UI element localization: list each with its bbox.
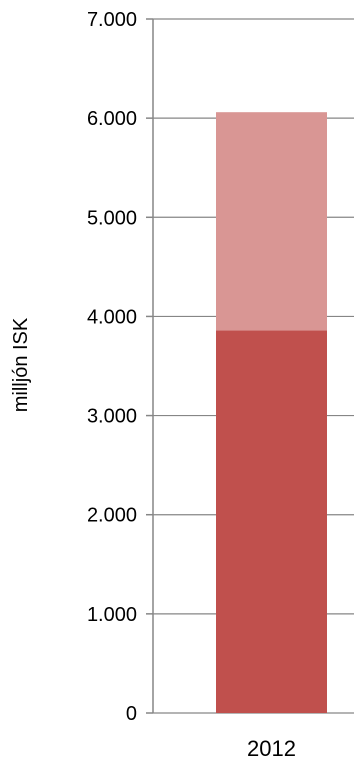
bar-segment-1 [216,330,327,713]
y-tick-label: 3.000 [87,406,137,428]
x-category-label: 2012 [247,736,296,761]
y-tick-label: 6.000 [87,108,137,130]
y-tick-label: 7.000 [87,9,137,31]
x-category-labels: 2012 [247,736,296,761]
y-axis-title: milljón ISK [10,317,32,412]
y-tick-label: 4.000 [87,306,137,328]
y-tick-label: 5.000 [87,207,137,229]
bar-segment-2 [216,112,327,331]
y-tick-label: 2.000 [87,505,137,527]
y-tick-labels: 0 1.000 2.000 3.000 4.000 5.000 6.000 7.000 [87,9,137,725]
bar-stack [216,112,327,713]
y-tick-label: 0 [126,703,137,725]
y-tick-label: 1.000 [87,604,137,626]
